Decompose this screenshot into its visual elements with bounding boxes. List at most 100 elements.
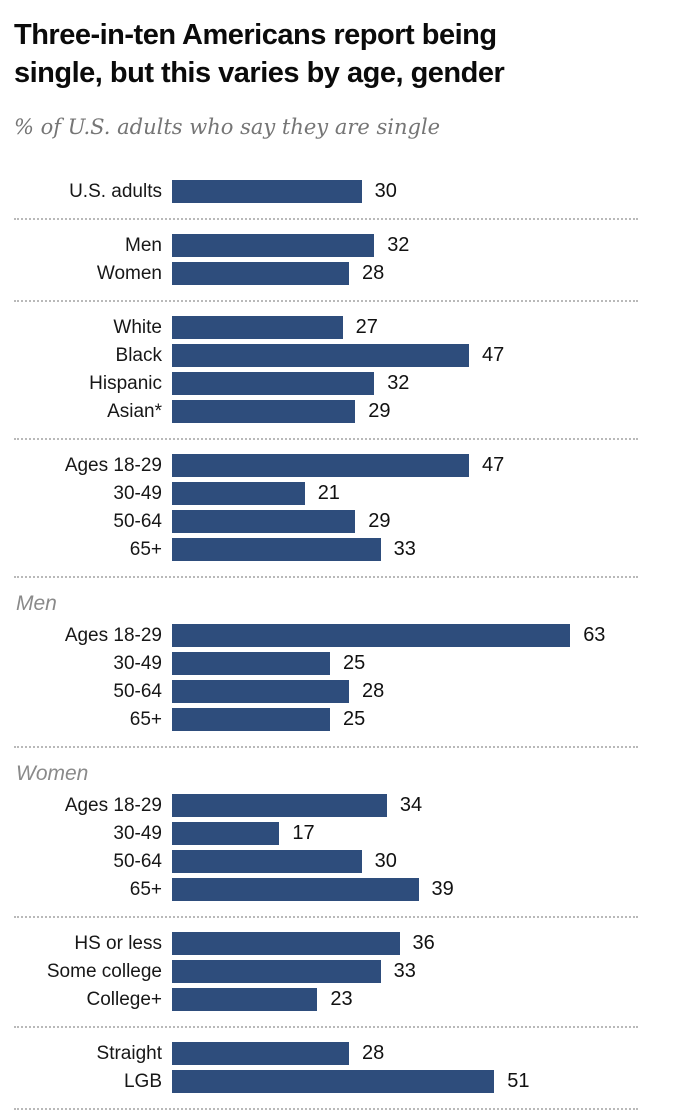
bar-row: 50-64 29 bbox=[14, 510, 638, 533]
bar bbox=[172, 482, 305, 505]
bar bbox=[172, 794, 387, 817]
chart-section: Straight 28 LGB 51 bbox=[14, 1028, 638, 1110]
chart-section: HS or less 36 Some college 33 College+ 23 bbox=[14, 918, 638, 1028]
bar-row: LGB 51 bbox=[14, 1070, 638, 1093]
category-label: Some college bbox=[46, 960, 162, 982]
bar-row: 65+ 25 bbox=[14, 708, 638, 731]
bar bbox=[172, 316, 343, 339]
value-label: 30 bbox=[374, 850, 397, 872]
bar bbox=[172, 932, 400, 955]
value-label: 28 bbox=[362, 1042, 385, 1064]
bar bbox=[172, 680, 349, 703]
bar bbox=[172, 1070, 495, 1093]
value-label: 21 bbox=[317, 482, 340, 504]
category-label: 30-49 bbox=[113, 652, 162, 674]
section-label: Women bbox=[16, 762, 89, 785]
value-label: 30 bbox=[374, 180, 397, 202]
category-label: Hispanic bbox=[89, 372, 162, 394]
value-label: 27 bbox=[355, 316, 378, 338]
bar-row: Asian* 29 bbox=[14, 400, 638, 423]
bar bbox=[172, 708, 330, 731]
bar-row: Ages 18-29 63 bbox=[14, 624, 638, 647]
bar bbox=[172, 262, 349, 285]
category-label: Black bbox=[115, 344, 162, 366]
bar bbox=[172, 652, 330, 675]
bar bbox=[172, 624, 571, 647]
value-label: 51 bbox=[507, 1070, 530, 1092]
value-label: 47 bbox=[482, 344, 505, 366]
bar bbox=[172, 988, 318, 1011]
value-label: 33 bbox=[393, 538, 416, 560]
value-label: 25 bbox=[343, 652, 366, 674]
bar-row: Women 28 bbox=[14, 262, 638, 285]
chart-section: Ages 18-29 47 30-49 21 50-64 29 65+ 33 bbox=[14, 440, 638, 578]
bar-row: U.S. adults 30 bbox=[14, 180, 638, 203]
category-label: U.S. adults bbox=[69, 180, 162, 202]
category-label: Asian* bbox=[107, 400, 162, 422]
chart-page: Three-in-ten Americans report being sing… bbox=[0, 16, 692, 1110]
chart-section: White 27 Black 47 Hispanic 32 Asian* 29 bbox=[14, 302, 638, 440]
category-label: Ages 18-29 bbox=[64, 624, 162, 646]
value-label: 28 bbox=[362, 262, 385, 284]
bar-row: Ages 18-29 34 bbox=[14, 794, 638, 817]
category-label: 50-64 bbox=[113, 680, 162, 702]
chart-title: Three-in-ten Americans report being sing… bbox=[14, 16, 678, 92]
value-label: 17 bbox=[292, 822, 315, 844]
chart-section: Men Ages 18-29 63 30-49 25 50-64 28 65+ 25 bbox=[14, 578, 638, 748]
bar-chart: U.S. adults 30 Men 32 Women 28 White 27 Black 47 H… bbox=[14, 166, 638, 1110]
bar-row: 65+ 33 bbox=[14, 538, 638, 561]
category-label: 65+ bbox=[129, 538, 162, 560]
value-label: 33 bbox=[393, 960, 416, 982]
value-label: 32 bbox=[387, 372, 410, 394]
value-label: 34 bbox=[399, 794, 423, 816]
bar bbox=[172, 878, 419, 901]
bar bbox=[172, 400, 356, 423]
bar-row: White 27 bbox=[14, 316, 638, 339]
value-label: 25 bbox=[343, 708, 366, 730]
category-label: 65+ bbox=[129, 878, 162, 900]
bar-row: 50-64 28 bbox=[14, 680, 638, 703]
category-label: 50-64 bbox=[113, 850, 162, 872]
category-label: Ages 18-29 bbox=[64, 794, 162, 816]
bar bbox=[172, 372, 375, 395]
section-label: Men bbox=[16, 592, 57, 615]
category-label: LGB bbox=[123, 1070, 162, 1092]
bar bbox=[172, 180, 362, 203]
bar bbox=[172, 454, 469, 477]
bar bbox=[172, 234, 375, 257]
value-label: 32 bbox=[387, 234, 410, 256]
bar-row: Ages 18-29 47 bbox=[14, 454, 638, 477]
category-label: Ages 18-29 bbox=[64, 454, 162, 476]
category-label: 30-49 bbox=[113, 482, 162, 504]
category-label: 30-49 bbox=[113, 822, 162, 844]
category-label: Men bbox=[125, 234, 162, 256]
bar-row: HS or less 36 bbox=[14, 932, 638, 955]
value-label: 29 bbox=[368, 510, 391, 532]
bar-row: 65+ 39 bbox=[14, 878, 638, 901]
category-label: HS or less bbox=[74, 932, 162, 954]
bar bbox=[172, 510, 356, 533]
bar-row: 30-49 25 bbox=[14, 652, 638, 675]
bar-row: 30-49 21 bbox=[14, 482, 638, 505]
bar-row: 30-49 17 bbox=[14, 822, 638, 845]
chart-title-line1: Three-in-ten Americans report being bbox=[14, 19, 497, 51]
bar bbox=[172, 344, 469, 367]
bar-row: Hispanic 32 bbox=[14, 372, 638, 395]
bar bbox=[172, 822, 280, 845]
category-label: 65+ bbox=[129, 708, 162, 730]
category-label: Straight bbox=[96, 1042, 162, 1064]
bar-row: College+ 23 bbox=[14, 988, 638, 1011]
bar bbox=[172, 960, 381, 983]
bar-row: Black 47 bbox=[14, 344, 638, 367]
chart-title-line2: single, but this varies by age, gender bbox=[14, 57, 505, 89]
category-label: Women bbox=[96, 262, 162, 284]
value-label: 29 bbox=[368, 400, 391, 422]
value-label: 36 bbox=[412, 932, 435, 954]
bar-row: Men 32 bbox=[14, 234, 638, 257]
category-label: College+ bbox=[86, 988, 162, 1010]
chart-section: U.S. adults 30 bbox=[14, 166, 638, 220]
value-label: 63 bbox=[583, 624, 606, 646]
category-label: White bbox=[113, 316, 162, 338]
bar-row: 50-64 30 bbox=[14, 850, 638, 873]
category-label: 50-64 bbox=[113, 510, 162, 532]
